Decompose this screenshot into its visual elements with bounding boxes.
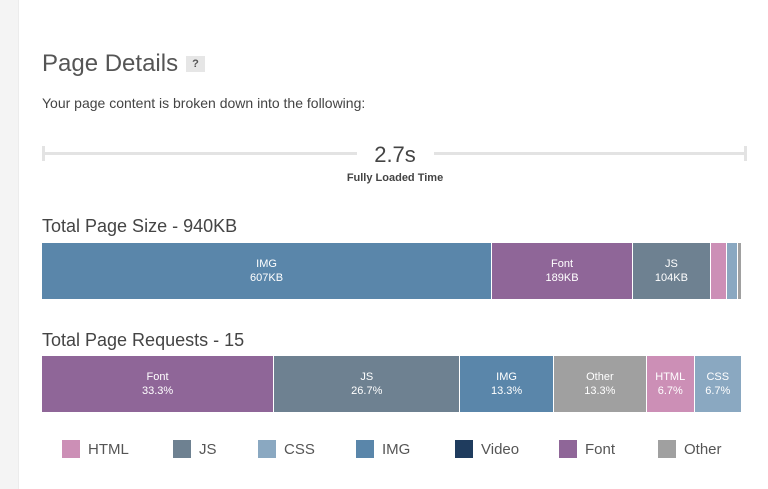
segment-label: HTML (655, 371, 686, 383)
segment-label: IMG (496, 371, 517, 383)
page-size-title: Total Page Size - 940KB (42, 216, 238, 236)
timeline-line-left (42, 152, 357, 155)
legend-item-other: Other (658, 440, 738, 458)
legend-item-css: CSS (258, 440, 356, 458)
page-requests-bar: Font 33.3% JS 26.7% IMG 13.3% Other 13.3% HTML 6.… (42, 356, 742, 412)
segment-value: 26.7% (351, 385, 383, 397)
page-title: Page Details? (42, 50, 205, 78)
requests-segment-other[interactable]: Other 13.3% (553, 356, 647, 412)
size-segment-img[interactable]: IMG 607KB (42, 243, 493, 299)
size-segment-html[interactable] (710, 243, 728, 299)
legend-item-img: IMG (356, 440, 455, 458)
legend-item-video: Video (455, 440, 559, 458)
requests-segment-html[interactable]: HTML 6.7% (647, 356, 695, 412)
page-requests-title: Total Page Requests - 15 (42, 330, 245, 350)
requests-segment-js[interactable]: JS 26.7% (274, 356, 461, 412)
legend-swatch (559, 440, 577, 458)
segment-label: JS (360, 371, 374, 383)
segment-value: 13.3% (490, 385, 523, 397)
timeline-end-cap (744, 146, 747, 161)
legend-label: IMG (382, 440, 411, 458)
segment-value: 33.3% (141, 385, 174, 397)
segment-value: 6.7% (657, 385, 683, 397)
segment-label: Other (586, 371, 614, 383)
page-size-bar: IMG 607KB Font 189KB JS 104KB (42, 243, 742, 299)
segment-value: 13.3% (584, 385, 616, 397)
size-segment-css[interactable] (727, 243, 739, 299)
legend: HTML JS CSS IMG Video Font Other (62, 440, 738, 458)
size-segment-font[interactable]: Font 189KB (492, 243, 633, 299)
legend-item-font: Font (559, 440, 658, 458)
segment-label: Font (146, 371, 169, 383)
help-button[interactable]: ? (186, 56, 205, 72)
segment-label: Font (551, 258, 574, 270)
subtitle: Your page content is broken down into th… (42, 95, 366, 111)
load-time-label: Fully Loaded Time (346, 172, 444, 184)
legend-swatch (455, 440, 473, 458)
segment-value: 104KB (654, 272, 688, 284)
segment-value: 607KB (250, 272, 284, 284)
legend-swatch (62, 440, 80, 458)
requests-segment-css[interactable]: CSS 6.7% (694, 356, 742, 412)
segment-value: 189KB (545, 272, 579, 284)
segment-value: 6.7% (705, 385, 731, 397)
requests-segment-font[interactable]: Font 33.3% (42, 356, 275, 412)
size-segment-js[interactable]: JS 104KB (632, 243, 711, 299)
legend-item-html: HTML (62, 440, 173, 458)
timeline (42, 146, 747, 161)
legend-label: Font (585, 440, 616, 458)
legend-swatch (258, 440, 276, 458)
legend-label: Video (481, 440, 520, 458)
legend-swatch (658, 440, 676, 458)
legend-item-js: JS (173, 440, 258, 458)
legend-label: JS (199, 440, 217, 458)
legend-swatch (173, 440, 191, 458)
sidebar-strip (0, 0, 19, 489)
legend-swatch (356, 440, 374, 458)
title-text: Page Details (42, 50, 179, 77)
segment-label: IMG (256, 258, 277, 270)
timeline-line-right (434, 152, 747, 155)
load-time-value: 2.7s (374, 142, 416, 167)
size-segment-other[interactable] (738, 243, 742, 299)
legend-label: CSS (284, 440, 315, 458)
segment-label: JS (664, 258, 678, 270)
segment-label: CSS (706, 371, 730, 383)
legend-label: HTML (88, 440, 129, 458)
requests-segment-img[interactable]: IMG 13.3% (460, 356, 554, 412)
legend-label: Other (684, 440, 722, 458)
